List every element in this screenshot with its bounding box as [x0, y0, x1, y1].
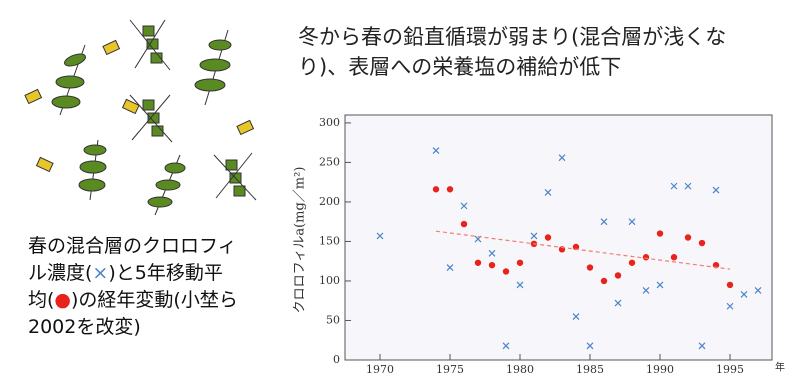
dot-marker — [699, 240, 705, 246]
x-tick-label: 1970 — [366, 363, 394, 376]
dot-marker — [601, 278, 607, 284]
y-tick-label: 50 — [326, 313, 340, 326]
dot-marker — [671, 254, 677, 260]
dot-marker — [517, 260, 523, 266]
x-tick-label: 1990 — [646, 363, 674, 376]
dot-marker — [587, 264, 593, 270]
caption-text: 春の混合層のクロロフィ — [28, 235, 237, 257]
dot-marker — [433, 186, 439, 192]
y-tick-label: 0 — [333, 353, 340, 366]
y-tick-label: 100 — [319, 274, 340, 287]
x-tick-label: 1985 — [576, 363, 604, 376]
dot-marker — [657, 230, 663, 236]
dot-marker — [629, 260, 635, 266]
dot-marker — [545, 234, 551, 240]
plankton-illustration — [25, 20, 256, 215]
heading: 冬から春の鉛直循環が弱まり(混合層が浅くなり)、表層への栄養塩の補給が低下 — [298, 22, 726, 82]
dot-marker — [615, 272, 621, 278]
caption-text: 均( — [28, 289, 54, 311]
x-tick-label: 1975 — [436, 363, 464, 376]
x-axis-label: 年 — [775, 361, 785, 374]
dot-marker — [503, 268, 509, 274]
y-axis-label: クロロフィルa(mg／m²) — [293, 167, 308, 314]
caption-text: × — [92, 262, 108, 284]
dot-marker — [685, 234, 691, 240]
y-tick-label: 300 — [319, 116, 340, 129]
caption-text: ● — [54, 289, 71, 311]
dot-marker — [475, 260, 481, 266]
caption-text: 2002を改変) — [28, 316, 141, 338]
caption-line: 2002を改変) — [28, 314, 238, 341]
dot-marker — [489, 262, 495, 268]
caption-text: ル濃度( — [28, 262, 92, 284]
page: クロロフィルa(mg／m²) 年 0 50 100 150 200 250 300 1970 1… — [0, 0, 788, 379]
caption-line: ル濃度(×)と5年移動平 — [28, 260, 238, 287]
caption-line: 均(●)の経年変動(小埜ら — [28, 287, 238, 314]
caption-text: )の経年変動(小埜ら — [71, 289, 238, 311]
x-tick-label: 1980 — [506, 363, 534, 376]
dot-marker — [727, 282, 733, 288]
y-tick-label: 150 — [319, 234, 340, 247]
caption-line: 春の混合層のクロロフィ — [28, 233, 238, 260]
x-tick-label: 1995 — [716, 363, 744, 376]
y-tick-label: 250 — [319, 155, 340, 168]
plot-frame — [345, 115, 772, 360]
dot-marker — [643, 254, 649, 260]
y-tick-label: 200 — [319, 195, 340, 208]
caption-text: )と5年移動平 — [108, 262, 223, 284]
heading-line: り)、表層への栄養塩の補給が低下 — [298, 52, 726, 82]
heading-line: 冬から春の鉛直循環が弱まり(混合層が浅くな — [298, 22, 726, 52]
dot-marker — [447, 186, 453, 192]
dot-marker — [461, 221, 467, 227]
